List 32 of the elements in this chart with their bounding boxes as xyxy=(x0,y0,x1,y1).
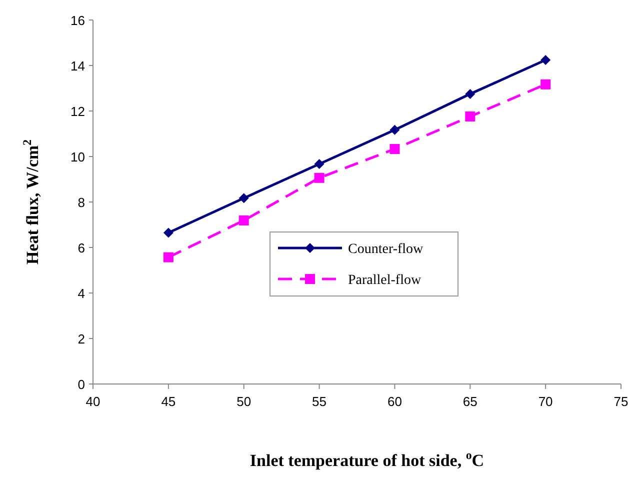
y-tick-label: 16 xyxy=(70,13,85,28)
point xyxy=(238,215,249,226)
y-tick-label: 6 xyxy=(78,240,85,256)
x-tick-label: 75 xyxy=(614,394,628,409)
point xyxy=(163,228,174,238)
x-tick-label: 45 xyxy=(161,394,176,409)
x-tick-label: 65 xyxy=(462,394,478,409)
y-tick-label: 2 xyxy=(78,332,85,346)
point xyxy=(314,172,324,183)
y-tick-label: 8 xyxy=(78,195,85,210)
y-tick-label: 0 xyxy=(78,377,85,392)
x-tick-label: 40 xyxy=(86,394,100,409)
y-tick-label: 14 xyxy=(70,58,85,74)
point xyxy=(540,79,551,90)
point xyxy=(314,159,324,170)
point xyxy=(465,88,476,99)
x-tick-label: 70 xyxy=(538,394,553,409)
x-tick-label: 55 xyxy=(312,394,327,409)
point xyxy=(390,144,400,154)
point xyxy=(390,124,400,135)
point xyxy=(238,193,249,204)
legend-label: Counter-flow xyxy=(348,242,424,257)
legend-label: Parallel-flow xyxy=(348,273,422,288)
x-axis-title: Inlet temperature of hot side, $^{o}$C xyxy=(250,448,484,470)
x-tick-label: 60 xyxy=(387,394,402,409)
y-tick-label: 10 xyxy=(70,150,85,164)
y-tick-label: 12 xyxy=(70,104,85,119)
point xyxy=(163,252,174,262)
x-tick-label: 50 xyxy=(236,394,252,409)
y-tick-label: 4 xyxy=(78,286,85,301)
point xyxy=(465,111,476,122)
point xyxy=(540,55,551,66)
